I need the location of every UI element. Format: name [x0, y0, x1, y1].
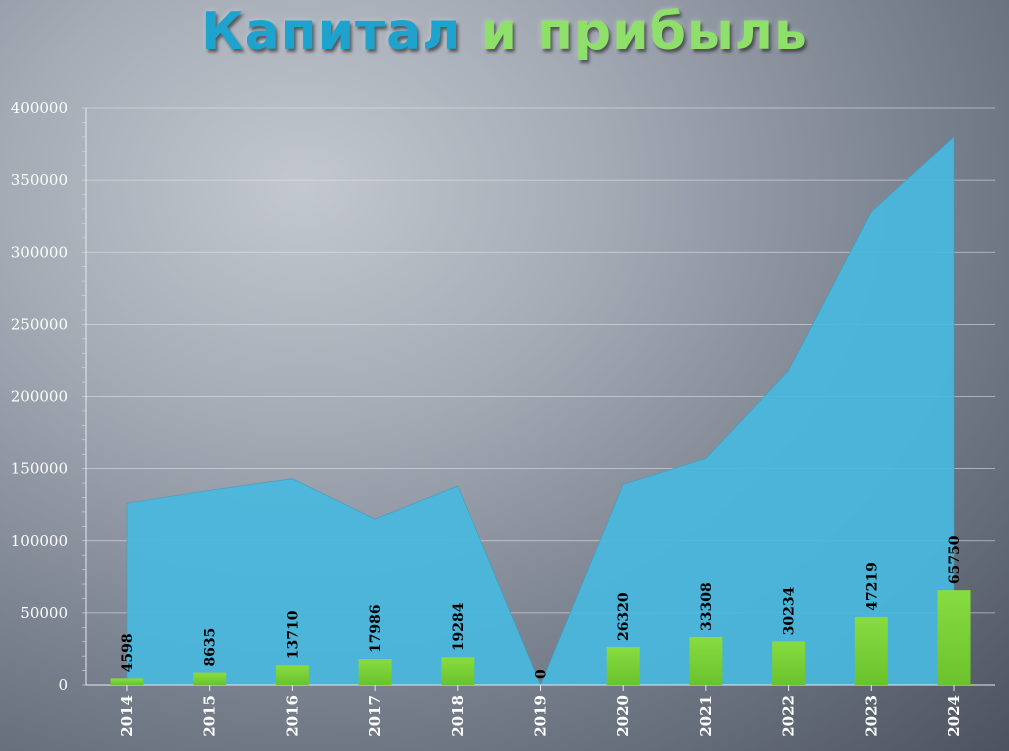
x-tick-label: 2017 [366, 695, 384, 737]
title-part-profit: и прибыль [480, 2, 808, 62]
axes [82, 107, 995, 691]
profit-data-label: 0 [534, 669, 550, 679]
profit-bar [110, 678, 144, 685]
capital-area [126, 136, 955, 686]
title-part-capital: Капитал [201, 2, 462, 62]
profit-data-label: 19284 [451, 602, 467, 651]
y-tick-label: 250000 [11, 315, 68, 333]
profit-data-label: 65750 [947, 535, 963, 584]
profit-bar [937, 590, 971, 685]
y-tick-label: 200000 [11, 388, 68, 406]
x-tick-label: 2024 [945, 695, 963, 737]
y-axis-tick-labels: 0 50000 100000 150000 200000 250000 300000 3500… [11, 99, 68, 694]
y-tick-label: 50000 [20, 604, 68, 622]
capital-area-series [126, 136, 955, 686]
x-tick-label: 2016 [283, 695, 301, 737]
profit-bar [772, 641, 806, 685]
x-tick-label: 2022 [780, 695, 798, 737]
profit-data-label: 33308 [699, 582, 715, 631]
x-tick-label: 2020 [614, 695, 632, 737]
y-tick-label: 100000 [11, 532, 68, 550]
profit-data-label: 26320 [616, 592, 632, 641]
y-tick-label: 400000 [11, 99, 68, 117]
profit-bar [854, 616, 888, 685]
x-tick-label: 2021 [697, 695, 715, 737]
profit-data-label: 30234 [782, 586, 798, 635]
x-tick-label: 2015 [201, 695, 219, 737]
profit-data-label: 4598 [120, 633, 136, 672]
bar-data-labels: 4598 8635 13710 17986 19284 0 26320 33308 30234 4… [120, 535, 963, 679]
profit-bar [358, 659, 392, 685]
profit-data-label: 13710 [285, 610, 301, 659]
profit-bar [606, 647, 640, 685]
x-tick-label: 2019 [532, 695, 550, 737]
profit-data-label: 47219 [864, 562, 880, 611]
profit-bar-series [110, 590, 971, 685]
x-axis-tick-labels: 2014 2015 2016 2017 2018 2019 2020 2021 2022 2023… [118, 695, 963, 737]
profit-data-label: 17986 [368, 604, 384, 653]
y-tick-label: 150000 [11, 460, 68, 478]
y-tick-label: 0 [58, 676, 68, 694]
x-tick-label: 2014 [118, 695, 136, 737]
profit-bar [689, 636, 723, 685]
y-tick-label: 350000 [11, 171, 68, 189]
profit-bar [275, 665, 309, 685]
profit-bar [193, 672, 227, 685]
slide-title: Капитал и прибыль [0, 0, 1009, 64]
x-tick-label: 2018 [449, 695, 467, 737]
profit-bar [441, 657, 475, 685]
x-tick-label: 2023 [862, 695, 880, 737]
y-tick-label: 300000 [11, 243, 68, 261]
profit-data-label: 8635 [203, 628, 219, 667]
